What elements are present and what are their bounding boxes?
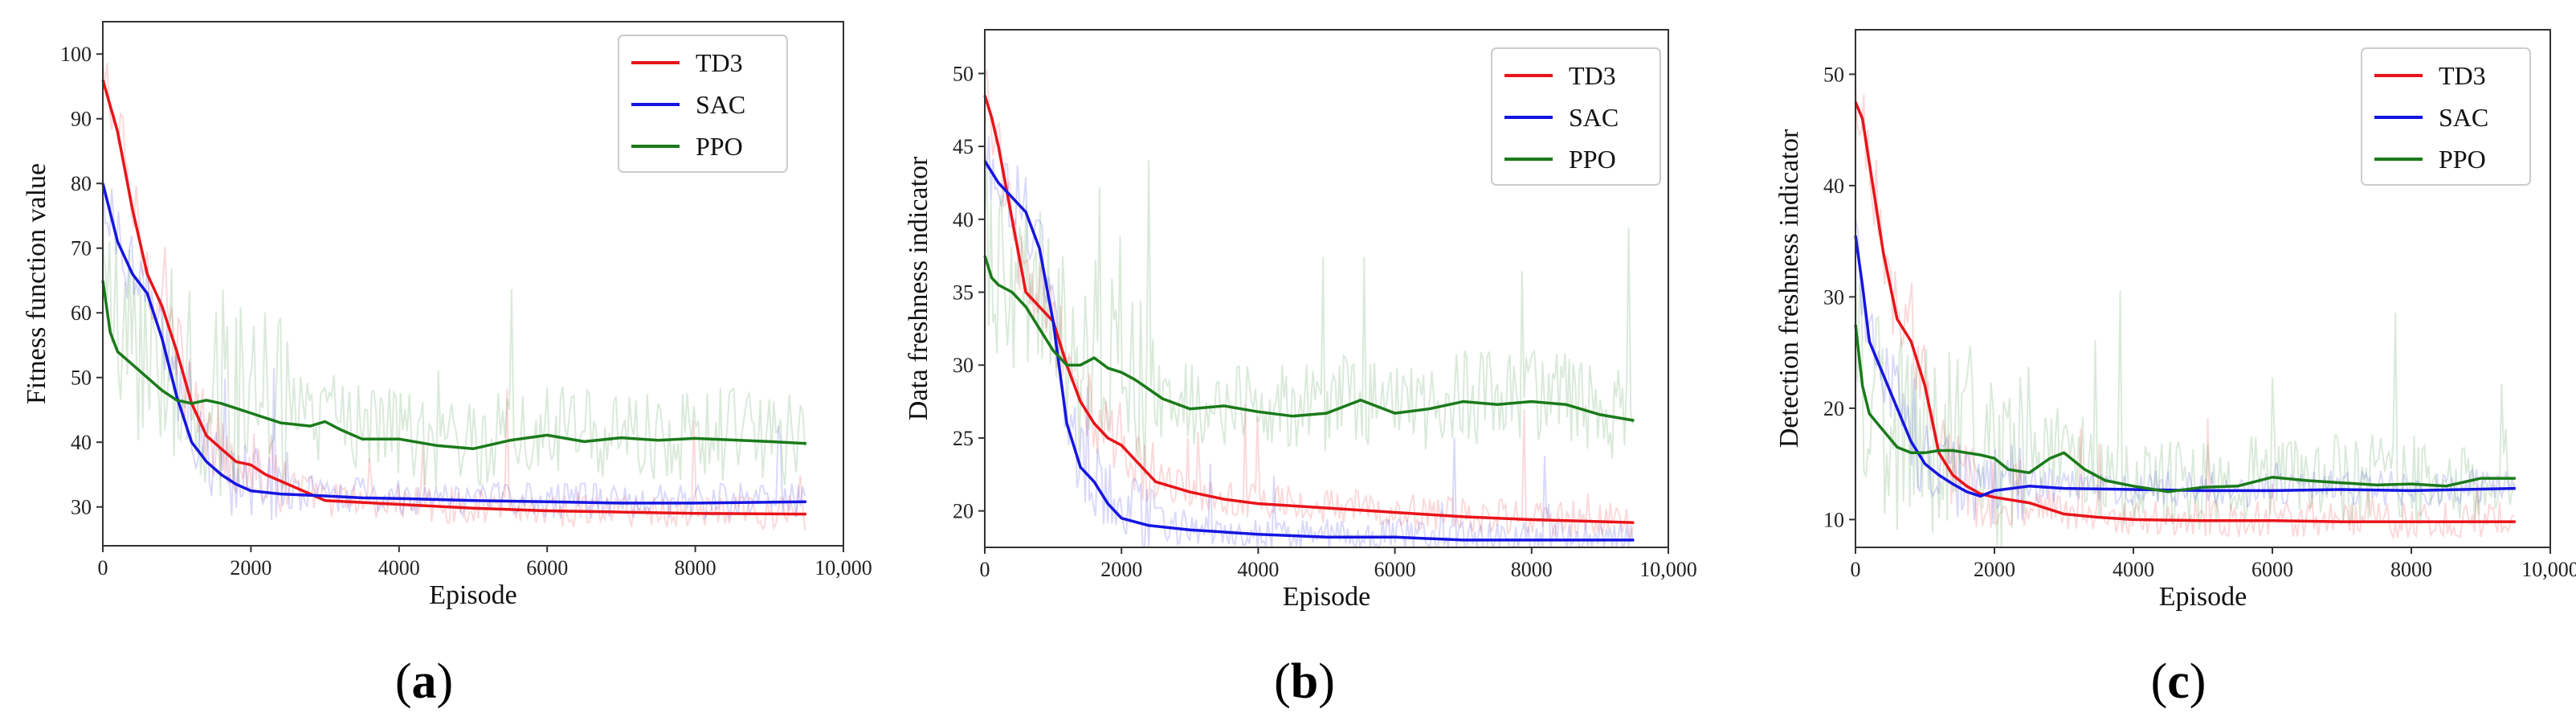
plot-frame xyxy=(102,21,844,547)
legend-box xyxy=(618,35,788,173)
series-line-ppo xyxy=(983,255,1635,422)
y-axis-label: Detection freshness indicator xyxy=(1774,129,1804,448)
x-tick-label: 0 xyxy=(980,558,990,581)
y-tick-label: 35 xyxy=(953,281,974,305)
panel-a: 0 2000 4000 6000 8000 10,000 30 40 50 60 70 80 90 100… xyxy=(22,21,872,610)
legend: TD3 SAC PPO xyxy=(2361,47,2531,186)
y-axis-label: Fitness function value xyxy=(22,163,51,404)
legend-label-sac: SAC xyxy=(696,90,745,119)
axis-ticks: 0 2000 4000 6000 8000 10,000 30 40 50 60 70 80 90 100 xyxy=(60,43,872,580)
axis-ticks: 0 2000 4000 6000 8000 10,000 10 20 30 40 50 xyxy=(1823,63,2576,581)
series-line-sac xyxy=(1854,235,2516,498)
y-tick-label: 20 xyxy=(953,500,974,523)
y-tick-label: 100 xyxy=(60,43,92,66)
x-axis-label: Episode xyxy=(1283,582,1371,612)
x-axis-label: Episode xyxy=(429,580,517,610)
noise-trace-sac xyxy=(1855,219,2515,525)
series-line-sac xyxy=(983,160,1635,542)
axis-ticks: 0 2000 4000 6000 8000 10,000 20 25 30 35 40 45 50 xyxy=(953,62,1697,581)
series-lines xyxy=(983,95,1635,542)
legend-label-td3: TD3 xyxy=(1569,61,1616,90)
y-tick-label: 25 xyxy=(953,427,974,450)
x-tick-label: 6000 xyxy=(526,556,568,580)
legend: TD3 SAC PPO xyxy=(1491,47,1661,186)
noise-trace-ppo xyxy=(1855,281,2515,548)
y-tick-label: 40 xyxy=(953,208,974,231)
x-tick-label: 10,000 xyxy=(814,556,872,580)
legend-label-td3: TD3 xyxy=(696,48,743,77)
x-tick-label: 0 xyxy=(98,556,108,580)
y-tick-label: 50 xyxy=(1823,63,1844,86)
x-tick-label: 0 xyxy=(1851,558,1861,581)
y-tick-label: 45 xyxy=(953,135,974,158)
x-tick-label: 8000 xyxy=(1511,558,1553,581)
y-tick-label: 90 xyxy=(71,108,92,131)
legend-label-ppo: PPO xyxy=(696,132,743,161)
legend-label-td3: TD3 xyxy=(2439,61,2486,90)
y-tick-label: 60 xyxy=(71,301,92,325)
legend-label-sac: SAC xyxy=(2439,103,2488,132)
series-line-td3 xyxy=(1854,101,2516,523)
series-line-td3 xyxy=(101,79,806,516)
y-tick-label: 50 xyxy=(71,367,92,390)
x-tick-label: 8000 xyxy=(2390,558,2432,581)
y-tick-label: 50 xyxy=(953,62,974,85)
legend-box xyxy=(2361,47,2531,186)
caption-letter-a: a xyxy=(412,654,437,709)
y-axis-label: Data freshness indicator xyxy=(904,156,933,420)
caption-a: (a) xyxy=(395,654,453,709)
series-lines xyxy=(101,79,806,516)
caption-c: (c) xyxy=(2151,654,2207,709)
y-tick-label: 30 xyxy=(1823,285,1844,309)
noise-trace-td3 xyxy=(102,63,806,531)
caption-letter-b: b xyxy=(1291,654,1318,709)
series-line-sac xyxy=(101,182,806,505)
y-tick-label: 20 xyxy=(1823,397,1844,420)
x-tick-label: 2000 xyxy=(230,556,271,580)
x-tick-label: 10,000 xyxy=(2521,558,2576,581)
plot-frame xyxy=(1855,29,2551,548)
series-line-ppo xyxy=(101,280,806,451)
noise-trace-td3 xyxy=(984,68,1634,541)
legend-label-sac: SAC xyxy=(1569,103,1619,132)
y-tick-label: 40 xyxy=(71,431,92,454)
caption-b: (b) xyxy=(1274,654,1335,709)
legend-label-ppo: PPO xyxy=(1569,145,1616,174)
y-tick-label: 40 xyxy=(1823,174,1844,198)
x-tick-label: 2000 xyxy=(1100,558,1142,581)
series-line-ppo xyxy=(1854,324,2516,494)
x-tick-label: 4000 xyxy=(378,556,420,580)
x-tick-label: 6000 xyxy=(1374,558,1416,581)
x-tick-label: 10,000 xyxy=(1639,558,1697,581)
series-line-td3 xyxy=(983,95,1635,524)
x-axis-label: Episode xyxy=(2159,582,2247,612)
plot-frame xyxy=(984,29,1669,548)
legend: TD3 SAC PPO xyxy=(618,35,788,173)
y-tick-label: 30 xyxy=(953,354,974,377)
y-tick-label: 70 xyxy=(71,237,92,260)
x-tick-label: 4000 xyxy=(1237,558,1279,581)
legend-box xyxy=(1491,47,1661,186)
caption-letter-c: c xyxy=(2167,654,2190,709)
panel-c: 0 2000 4000 6000 8000 10,000 10 20 30 40 50 Episod… xyxy=(1774,29,2576,612)
y-tick-label: 80 xyxy=(71,172,92,195)
series-lines xyxy=(1854,101,2516,523)
noise-trace-sac xyxy=(984,136,1634,551)
x-tick-label: 8000 xyxy=(675,556,716,580)
noise-trace-sac xyxy=(102,169,806,521)
x-tick-label: 2000 xyxy=(1974,558,2015,581)
panel-b: 0 2000 4000 6000 8000 10,000 20 25 30 35 40 45 50 Ep… xyxy=(904,29,1697,612)
x-tick-label: 4000 xyxy=(2113,558,2154,581)
legend-label-ppo: PPO xyxy=(2439,145,2486,174)
x-tick-label: 6000 xyxy=(2251,558,2293,581)
y-tick-label: 30 xyxy=(71,496,92,519)
y-tick-label: 10 xyxy=(1823,508,1844,531)
